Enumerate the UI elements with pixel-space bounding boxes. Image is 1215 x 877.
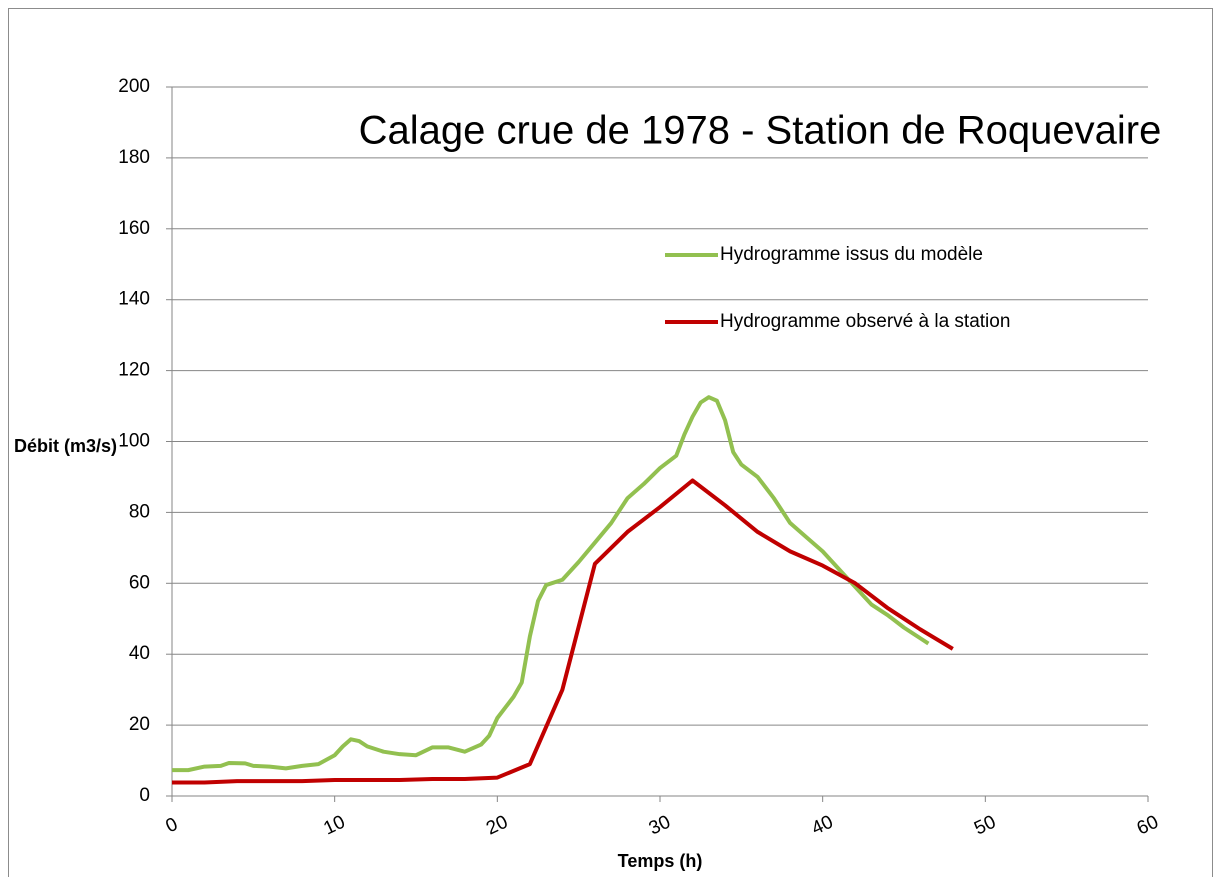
- y-tick-label: 80: [129, 501, 150, 522]
- x-tick-label: 30: [646, 812, 674, 840]
- x-tick-label: 10: [320, 812, 348, 840]
- chart-title: Calage crue de 1978 - Station de Roqueva…: [359, 109, 1162, 153]
- y-tick-label: 40: [129, 643, 150, 664]
- y-tick-label: 0: [139, 785, 150, 806]
- x-tick-label: 60: [1134, 812, 1162, 840]
- y-tick-label: 160: [118, 218, 150, 239]
- legend-label: Hydrogramme observé à la station: [720, 311, 1011, 332]
- y-tick-label: 140: [118, 289, 150, 310]
- x-tick-label: 40: [808, 812, 836, 840]
- x-tick-label: 20: [483, 812, 511, 840]
- y-tick-label: 200: [118, 76, 150, 97]
- data-line: [172, 395, 930, 773]
- x-tick-label: 50: [971, 812, 999, 840]
- y-tick-label: 20: [129, 714, 150, 735]
- chart-frame: [8, 8, 1213, 877]
- x-tick-label: 0: [163, 814, 181, 838]
- data-line: [172, 478, 954, 785]
- y-tick-label: 180: [118, 147, 150, 168]
- x-axis-label: Temps (h): [618, 851, 703, 871]
- y-tick-label: 120: [118, 360, 150, 381]
- y-tick-label: 60: [129, 572, 150, 593]
- legend-label: Hydrogramme issus du modèle: [720, 244, 983, 265]
- y-tick-label: 100: [118, 431, 150, 452]
- y-axis-label: Débit (m3/s): [14, 436, 117, 456]
